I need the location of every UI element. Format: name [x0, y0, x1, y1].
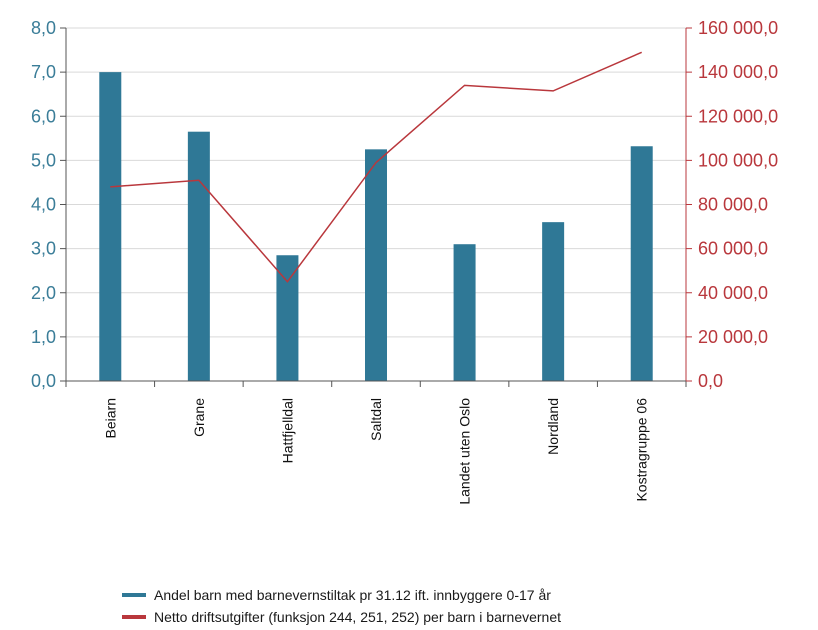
right-tick-label: 120 000,0 — [698, 106, 778, 126]
right-tick-label: 160 000,0 — [698, 18, 778, 38]
bar-grane — [187, 131, 210, 381]
right-tick-label: 140 000,0 — [698, 62, 778, 82]
axes — [65, 28, 687, 387]
legend-swatch-line — [122, 615, 146, 619]
bar-hattfjelldal — [276, 255, 299, 381]
right-tick-label: 100 000,0 — [698, 150, 778, 170]
category-label: Beiarn — [102, 398, 118, 438]
left-tick-label: 8,0 — [31, 18, 56, 38]
line-netto-driftsutgifter — [110, 51, 643, 283]
left-tick-label: 5,0 — [31, 150, 56, 170]
legend-item-bar: Andel barn med barnevernstiltak pr 31.12… — [122, 584, 561, 606]
category-label: Hattfjelldal — [279, 398, 295, 463]
bar-series — [99, 72, 653, 381]
bar-saltdal — [365, 149, 387, 381]
bar-kostragruppe-06 — [630, 146, 653, 381]
line-series — [110, 51, 643, 283]
left-tick-label: 3,0 — [31, 239, 56, 259]
legend-label-bar: Andel barn med barnevernstiltak pr 31.12… — [154, 587, 551, 603]
category-label: Saltdal — [368, 398, 384, 441]
left-axis-ticks: 0,0 1,0 2,0 3,0 4,0 5,0 6,0 7,0 8,0 — [31, 18, 66, 391]
category-label: Landet uten Oslo — [457, 398, 473, 505]
bar-nordland — [542, 222, 565, 381]
category-labels: Beiarn Grane Hattfjelldal Saltdal Landet ute… — [102, 398, 649, 505]
category-label: Nordland — [545, 398, 561, 455]
left-tick-label: 0,0 — [31, 371, 56, 391]
legend-item-line: Netto driftsutgifter (funksjon 244, 251,… — [122, 606, 561, 628]
left-tick-label: 4,0 — [31, 195, 56, 215]
right-tick-label: 20 000,0 — [698, 327, 768, 347]
right-axis-ticks: 0,0 20 000,0 40 000,0 60 000,0 80 000,0 100 0… — [686, 18, 778, 391]
category-label: Kostragruppe 06 — [634, 398, 650, 502]
right-tick-label: 0,0 — [698, 371, 723, 391]
left-tick-label: 7,0 — [31, 62, 56, 82]
legend-swatch-bar — [122, 593, 146, 597]
right-tick-label: 60 000,0 — [698, 239, 768, 259]
category-label: Grane — [191, 398, 207, 437]
bar-beiarn — [99, 72, 122, 381]
bar-landet-uten-oslo — [453, 244, 476, 381]
right-tick-label: 40 000,0 — [698, 283, 768, 303]
legend: Andel barn med barnevernstiltak pr 31.12… — [122, 584, 561, 628]
legend-label-line: Netto driftsutgifter (funksjon 244, 251,… — [154, 609, 562, 625]
combo-chart: 0,0 1,0 2,0 3,0 4,0 5,0 6,0 7,0 8,0 0,0 20 000,0 4… — [31, 18, 778, 505]
left-tick-label: 2,0 — [31, 283, 56, 303]
right-tick-label: 80 000,0 — [698, 195, 768, 215]
left-tick-label: 6,0 — [31, 106, 56, 126]
left-tick-label: 1,0 — [31, 327, 56, 347]
